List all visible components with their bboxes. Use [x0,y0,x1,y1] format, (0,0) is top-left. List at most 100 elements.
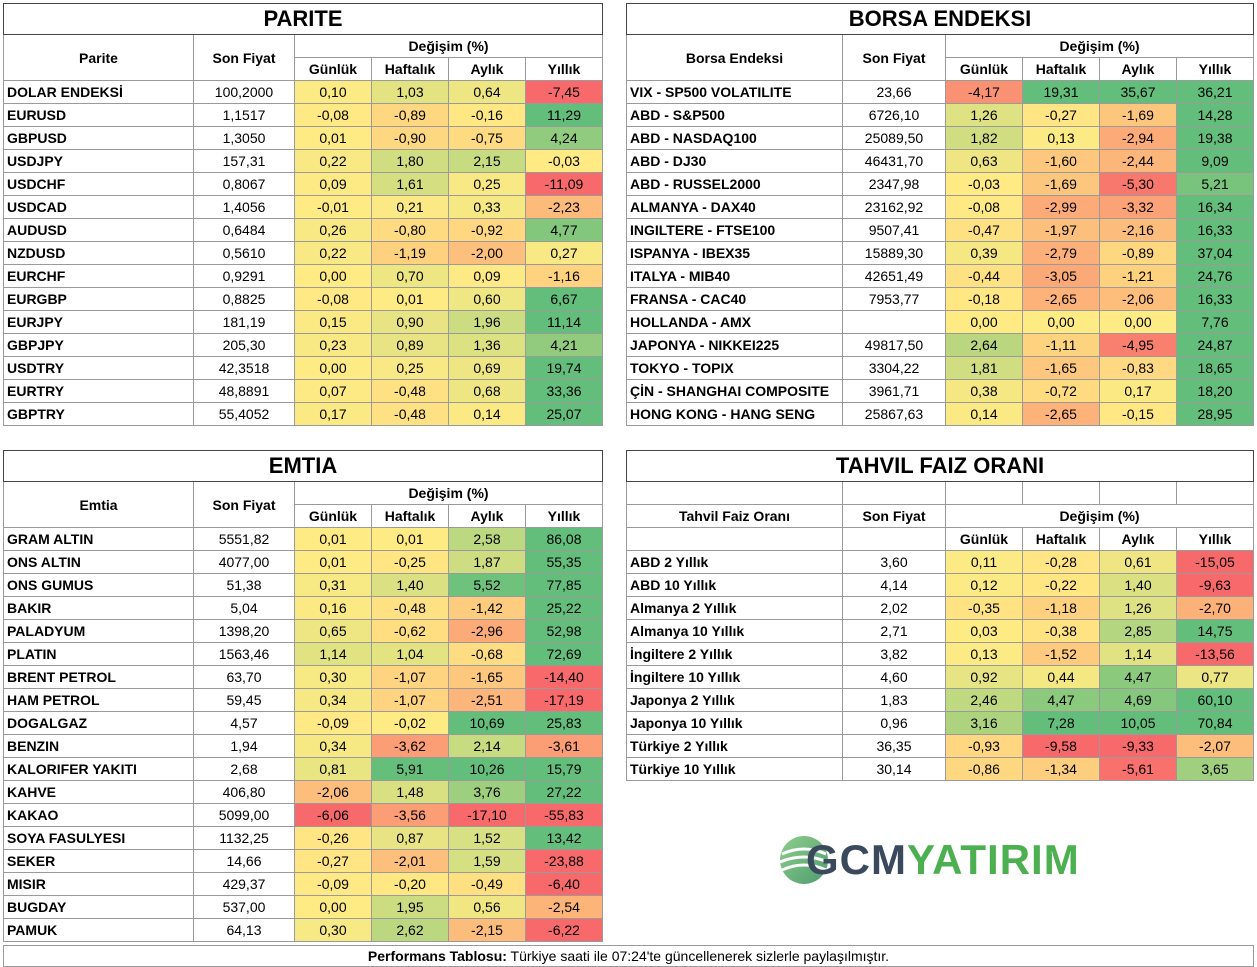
row-name: İngiltere 2 Yıllık [626,642,843,666]
row-weekly-change: 0,25 [371,356,449,380]
row-name: GBPUSD [3,126,194,150]
row-daily-change: -6,06 [294,803,372,827]
row-weekly-change: 0,87 [371,826,449,850]
row-daily-change: 0,22 [294,241,372,265]
row-yearly-change: -0,03 [525,149,603,173]
row-weekly-change: -1,19 [371,241,449,265]
row-daily-change: 0,01 [294,550,372,574]
row-yearly-change: 11,14 [525,310,603,334]
row-yearly-change: 4,77 [525,218,603,242]
row-weekly-change: -2,01 [371,849,449,873]
table-row: ABD 2 Yıllık 3,60 0,11 -0,28 0,61 -15,05 [626,550,1254,574]
row-monthly-change: -9,33 [1099,734,1177,758]
table-row: ISPANYA - IBEX35 15889,30 0,39 -2,79 -0,89 37… [626,241,1254,265]
row-price: 48,8891 [193,379,295,403]
row-daily-change: 0,34 [294,734,372,758]
row-yearly-change: -7,45 [525,80,603,104]
row-monthly-change: -0,15 [1099,402,1177,426]
row-monthly-change: 10,05 [1099,711,1177,735]
row-yearly-change: 24,76 [1176,264,1254,288]
table-row: HONG KONG - HANG SENG 25867,63 0,14 -2,65 -0… [626,402,1254,426]
row-name: BAKIR [3,596,194,620]
row-name: EURJPY [3,310,194,334]
row-yearly-change: 28,95 [1176,402,1254,426]
row-price: 0,9291 [193,264,295,288]
row-name: ÇİN - SHANGHAI COMPOSITE [626,379,843,403]
row-weekly-change: 19,31 [1022,80,1100,104]
row-weekly-change: 1,48 [371,780,449,804]
row-price: 4,14 [842,573,946,597]
row-price [842,310,946,334]
row-price: 14,66 [193,849,295,873]
row-weekly-change: -2,65 [1022,287,1100,311]
row-weekly-change: -2,65 [1022,402,1100,426]
table-row: EURTRY 48,8891 0,07 -0,48 0,68 33,36 [3,379,603,403]
row-daily-change: 0,31 [294,573,372,597]
change-header: Değişim (%) [294,481,603,505]
table-row: HAM PETROL 59,45 0,34 -1,07 -2,51 -17,19 [3,688,603,712]
row-name: MISIR [3,872,194,896]
row-weekly-change: -0,48 [371,379,449,403]
row-name: PALADYUM [3,619,194,643]
row-monthly-change: -0,83 [1099,356,1177,380]
table-row: Japonya 10 Yıllık 0,96 3,16 7,28 10,05 70,84 [626,711,1254,735]
row-daily-change: 2,46 [945,688,1023,712]
table-row: PLATIN 1563,46 1,14 1,04 -0,68 72,69 [3,642,603,666]
row-price: 3,60 [842,550,946,574]
row-name: Almanya 10 Yıllık [626,619,843,643]
row-name: DOLAR ENDEKSİ [3,80,194,104]
row-monthly-change: -0,89 [1099,241,1177,265]
row-monthly-change: -0,16 [448,103,526,127]
row-name: USDJPY [3,149,194,173]
row-daily-change: 0,63 [945,149,1023,173]
row-daily-change: 0,00 [294,895,372,919]
row-weekly-change: -0,27 [1022,103,1100,127]
row-daily-change: 1,14 [294,642,372,666]
row-price: 3,82 [842,642,946,666]
row-monthly-change: 0,64 [448,80,526,104]
row-weekly-change: 0,01 [371,527,449,551]
row-monthly-change: 2,85 [1099,619,1177,643]
row-name: PAMUK [3,918,194,942]
row-price: 0,96 [842,711,946,735]
row-name: JAPONYA - NIKKEI225 [626,333,843,357]
change-header: Değişim (%) [945,504,1254,528]
table-row: PAMUK 64,13 0,30 2,62 -2,15 -6,22 [3,918,603,942]
row-monthly-change: -5,61 [1099,757,1177,781]
change-header: Değişim (%) [294,34,603,58]
row-yearly-change: -3,61 [525,734,603,758]
row-daily-change: 0,16 [294,596,372,620]
row-daily-change: 0,15 [294,310,372,334]
row-monthly-change: 0,09 [448,264,526,288]
row-daily-change: -0,08 [294,103,372,127]
row-yearly-change: -13,56 [1176,642,1254,666]
table-row: USDCAD 1,4056 -0,01 0,21 0,33 -2,23 [3,195,603,219]
yearly-header: Yıllık [1176,527,1254,551]
row-yearly-change: 36,21 [1176,80,1254,104]
table-row: EURCHF 0,9291 0,00 0,70 0,09 -1,16 [3,264,603,288]
row-price: 2,68 [193,757,295,781]
row-name: ONS ALTIN [3,550,194,574]
borsa-title: BORSA ENDEKSI [626,3,1254,35]
row-name: Japonya 2 Yıllık [626,688,843,712]
table-row: NZDUSD 0,5610 0,22 -1,19 -2,00 0,27 [3,241,603,265]
row-yearly-change: 60,10 [1176,688,1254,712]
emtia-rows: GRAM ALTIN 5551,82 0,01 0,01 2,58 86,08 ONS AL… [3,527,603,942]
row-daily-change: 0,30 [294,918,372,942]
weekly-header: Haftalık [371,504,449,528]
row-yearly-change: -11,09 [525,172,603,196]
table-row: ABD - DJ30 46431,70 0,63 -1,60 -2,44 9,09 [626,149,1254,173]
row-yearly-change: 25,07 [525,402,603,426]
emtia-title: EMTIA [3,450,603,482]
row-monthly-change: -2,44 [1099,149,1177,173]
tahvil-label-header: Tahvil Faiz Oranı [626,504,843,528]
row-yearly-change: 27,22 [525,780,603,804]
row-price: 406,80 [193,780,295,804]
row-yearly-change: 72,69 [525,642,603,666]
table-row: PALADYUM 1398,20 0,65 -0,62 -2,96 52,98 [3,619,603,643]
row-yearly-change: 24,87 [1176,333,1254,357]
row-monthly-change: 1,96 [448,310,526,334]
row-monthly-change: -2,94 [1099,126,1177,150]
row-price: 30,14 [842,757,946,781]
row-monthly-change: -3,32 [1099,195,1177,219]
